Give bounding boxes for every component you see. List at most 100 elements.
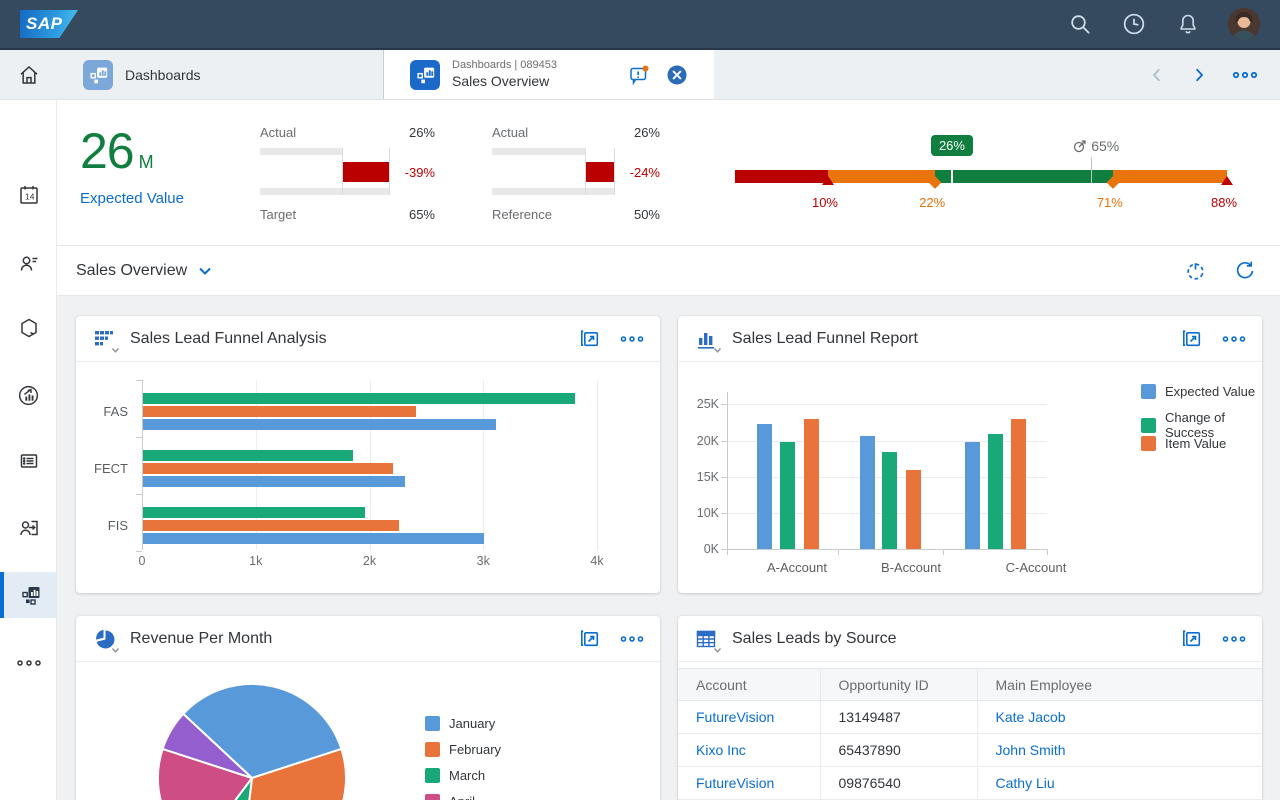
- more-icon[interactable]: [1222, 634, 1246, 644]
- kpi-expected-value[interactable]: 26 M Expected Value: [80, 126, 184, 207]
- bullet-chart-target: Actual 26% -39% Target 65%: [260, 125, 435, 225]
- threshold-segment: [735, 170, 828, 183]
- close-icon[interactable]: [666, 64, 688, 86]
- more-icon[interactable]: [620, 334, 644, 344]
- bar: [143, 463, 394, 474]
- cell-link[interactable]: John Smith: [995, 742, 1066, 758]
- legend-label: January: [449, 716, 496, 731]
- bullet-delta-value: -24%: [629, 165, 660, 180]
- shell-header: SAP: [0, 0, 1280, 50]
- open-in-new-icon[interactable]: [579, 628, 600, 649]
- cell-link[interactable]: Kixo Inc: [696, 742, 746, 758]
- legend-swatch: [425, 716, 440, 731]
- sidebar-item-more[interactable]: [0, 640, 57, 686]
- chevron-down-icon: [713, 647, 722, 653]
- pie-slice-february: [248, 747, 347, 800]
- revenue-pie-chart: JanuaryFebruaryMarchAprilMay: [76, 662, 660, 800]
- more-icon[interactable]: [1222, 334, 1246, 344]
- contacts-icon: [20, 256, 37, 271]
- gridline: [142, 380, 143, 550]
- legend-label: Change of Success: [1165, 410, 1225, 440]
- chevron-left-icon[interactable]: [1148, 66, 1166, 84]
- notifications-icon[interactable]: [1174, 10, 1202, 38]
- table-icon[interactable]: [694, 627, 722, 653]
- search-icon[interactable]: [1066, 10, 1094, 38]
- dashboards-tile-icon: [83, 59, 113, 90]
- table-row: FutureVision 13149487 Kate Jacob: [678, 700, 1262, 734]
- chevron-right-icon[interactable]: [1190, 66, 1208, 84]
- sales-leads-table: Account Opportunity ID Main Employee Future…: [678, 668, 1262, 800]
- cell-link[interactable]: FutureVision: [696, 709, 775, 725]
- dashboards-icon: [21, 587, 39, 605]
- open-in-new-icon[interactable]: [1181, 628, 1202, 649]
- threshold-segment: [935, 170, 1113, 183]
- gridline: [483, 380, 485, 550]
- card-title: Sales Lead Funnel Analysis: [130, 329, 327, 347]
- y-tick-label: 20K: [696, 434, 719, 448]
- performance-icon: [18, 385, 39, 405]
- home-icon[interactable]: [0, 50, 57, 99]
- category-label: FIS: [107, 518, 128, 533]
- hbar-chart-icon[interactable]: [92, 327, 120, 353]
- gridline: [597, 380, 598, 550]
- sidebar-item-products[interactable]: [0, 305, 57, 351]
- pie-slice-april: [157, 747, 253, 800]
- overflow-dots-icon[interactable]: [1232, 69, 1258, 81]
- bullet-top-label: Actual: [492, 125, 529, 140]
- tab-context: Dashboards | 089453: [452, 58, 557, 71]
- open-in-new-icon[interactable]: [579, 328, 600, 349]
- legend-label: Expected Value: [1165, 384, 1256, 399]
- time-icon[interactable]: [1120, 10, 1148, 38]
- marker-triangle: [1221, 176, 1233, 185]
- table-cell: John Smith: [977, 733, 1262, 767]
- pending-refresh-icon[interactable]: [1184, 259, 1207, 282]
- column-header: Account: [678, 668, 821, 701]
- funnel-analysis-chart: 0 1k 2k 3k 4k FAS FECT FIS: [76, 362, 660, 593]
- lists-icon: [20, 454, 37, 468]
- sap-logo: SAP: [20, 10, 78, 38]
- y-tick-label: 15K: [696, 470, 719, 484]
- sap-logo-text: SAP: [26, 14, 63, 33]
- threshold-segments: [735, 170, 1227, 183]
- refresh-icon[interactable]: [1233, 259, 1256, 282]
- legend-label: April: [449, 794, 475, 800]
- bar: [143, 476, 405, 487]
- sidebar-item-contacts[interactable]: [0, 240, 57, 286]
- table-cell: Kixo Inc: [678, 733, 821, 767]
- sidebar-item-dashboards[interactable]: [0, 572, 57, 618]
- marker-triangle: [821, 176, 834, 185]
- bar: [1011, 418, 1026, 549]
- target-value: 65%: [1091, 138, 1120, 154]
- table-cell: Kate Jacob: [977, 700, 1262, 734]
- table-cell: 09876540: [820, 766, 978, 800]
- pie-chart-icon[interactable]: [92, 627, 120, 653]
- card-sales-leads-by-source: Sales Leads by Source Account O: [678, 616, 1262, 800]
- open-in-new-icon[interactable]: [1181, 328, 1202, 349]
- vbar-chart-icon[interactable]: [694, 327, 722, 353]
- sidebar-item-lists[interactable]: [0, 438, 57, 484]
- sidebar-expand[interactable]: [0, 790, 57, 800]
- cell-link[interactable]: Cathy Liu: [995, 775, 1055, 791]
- tab-dashboards[interactable]: Dashboards: [57, 50, 383, 99]
- sidebar-item-leads[interactable]: [0, 505, 57, 551]
- cell-link[interactable]: FutureVision: [696, 775, 775, 791]
- user-avatar[interactable]: [1228, 8, 1260, 40]
- threshold-segment: [1112, 170, 1227, 183]
- bar: [882, 451, 897, 549]
- more-icon[interactable]: [620, 634, 644, 644]
- tab-sales-overview-active[interactable]: Dashboards | 089453 Sales Overview: [384, 50, 714, 99]
- cell-link[interactable]: Kate Jacob: [995, 709, 1066, 725]
- bar: [143, 419, 496, 430]
- section-title-dropdown[interactable]: Sales Overview: [76, 262, 213, 280]
- target-icon: [1074, 140, 1086, 153]
- value-badge: 26%: [930, 135, 973, 156]
- dashboard-content: Sales Lead Funnel Analysis 0 1k: [57, 296, 1280, 800]
- table-cell: FutureVision: [678, 766, 821, 800]
- table-row: Kixo Inc 65437890 John Smith: [678, 733, 1262, 767]
- message-alert-icon[interactable]: [628, 64, 650, 86]
- category-label: FECT: [94, 461, 128, 476]
- bullet-track-bottom: [492, 188, 615, 195]
- sidebar-item-performance[interactable]: [0, 372, 57, 418]
- bar: [906, 469, 921, 549]
- sidebar-item-calendar[interactable]: 14: [0, 172, 57, 218]
